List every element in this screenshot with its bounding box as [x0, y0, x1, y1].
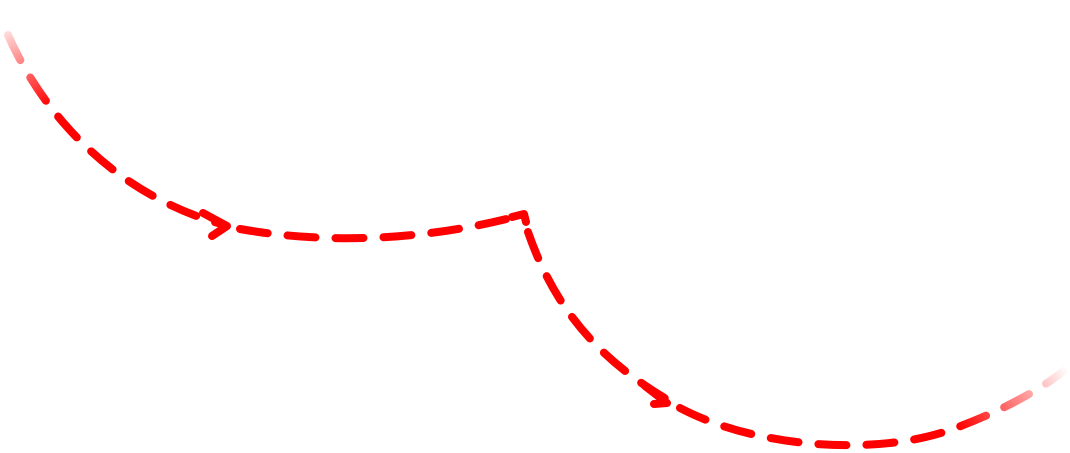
dashed-curve-1 — [4, 31, 229, 229]
dashed-curve-2 — [524, 228, 672, 404]
arrowhead-1-icon — [199, 209, 231, 240]
arrowhead-2-icon — [641, 382, 671, 408]
dashed-connector — [236, 211, 526, 243]
dashed-curve-3 — [676, 366, 1069, 450]
corner-joint — [508, 210, 530, 226]
